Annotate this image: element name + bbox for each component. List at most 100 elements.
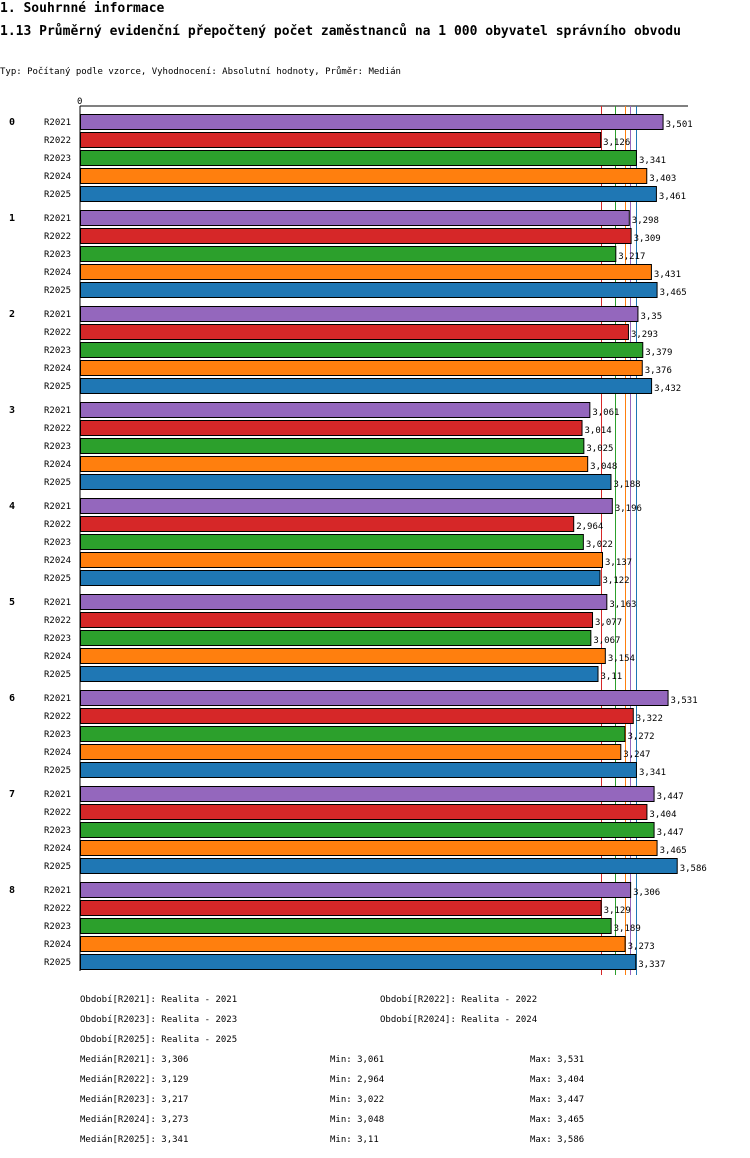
bar bbox=[80, 708, 634, 724]
bar bbox=[80, 210, 630, 226]
data-label: 2,964 bbox=[576, 522, 603, 532]
x-axis-zero-label: 0 bbox=[77, 97, 82, 107]
data-label: 3,014 bbox=[585, 426, 612, 436]
series-label: R2023 bbox=[44, 922, 71, 932]
bar bbox=[80, 744, 622, 760]
series-label: R2022 bbox=[44, 232, 71, 242]
bar bbox=[80, 534, 584, 550]
bar bbox=[80, 552, 603, 568]
data-label: 3,247 bbox=[623, 750, 650, 760]
legend-period-r2023: Období[R2023]: Realita - 2023 bbox=[80, 1015, 238, 1025]
data-label: 3,376 bbox=[645, 366, 672, 376]
max-r2022: Max: 3,404 bbox=[530, 1075, 585, 1085]
data-label: 3,531 bbox=[671, 696, 698, 706]
bar bbox=[80, 474, 612, 490]
chart-title: 1.13 Průměrný evidenční přepočtený počet… bbox=[0, 24, 681, 39]
data-label: 3,586 bbox=[680, 864, 707, 874]
series-label: R2024 bbox=[44, 748, 71, 758]
median-r2024: Medián[R2024]: 3,273 bbox=[80, 1115, 189, 1125]
group-label: 5 bbox=[9, 597, 15, 608]
bar bbox=[80, 324, 629, 340]
series-label: R2021 bbox=[44, 214, 71, 224]
bar bbox=[80, 342, 644, 358]
series-label: R2022 bbox=[44, 808, 71, 818]
bar bbox=[80, 690, 669, 706]
bar bbox=[80, 516, 575, 532]
min-r2022: Min: 2,964 bbox=[330, 1075, 385, 1085]
series-label: R2025 bbox=[44, 670, 71, 680]
series-label: R2021 bbox=[44, 118, 71, 128]
group-label: 0 bbox=[9, 117, 15, 128]
series-label: R2023 bbox=[44, 250, 71, 260]
data-label: 3,022 bbox=[586, 540, 613, 550]
series-label: R2024 bbox=[44, 268, 71, 278]
data-label: 3,431 bbox=[654, 270, 681, 280]
series-label: R2021 bbox=[44, 790, 71, 800]
group-label: 3 bbox=[9, 405, 15, 416]
series-label: R2022 bbox=[44, 328, 71, 338]
data-label: 3,061 bbox=[592, 408, 619, 418]
series-label: R2022 bbox=[44, 712, 71, 722]
bar bbox=[80, 954, 637, 970]
bar bbox=[80, 402, 591, 418]
max-r2021: Max: 3,531 bbox=[530, 1055, 585, 1065]
max-r2023: Max: 3,447 bbox=[530, 1095, 585, 1105]
min-r2024: Min: 3,048 bbox=[330, 1115, 385, 1125]
chart-subtitle: Typ: Počítaný podle vzorce, Vyhodnocení:… bbox=[0, 67, 401, 77]
series-label: R2024 bbox=[44, 844, 71, 854]
data-label: 3,403 bbox=[649, 174, 676, 184]
data-label: 3,122 bbox=[603, 576, 630, 586]
series-label: R2022 bbox=[44, 136, 71, 146]
data-label: 3,189 bbox=[614, 924, 641, 934]
bar bbox=[80, 762, 637, 778]
min-r2023: Min: 3,022 bbox=[330, 1095, 385, 1105]
data-label: 3,341 bbox=[639, 768, 666, 778]
series-label: R2023 bbox=[44, 154, 71, 164]
median-r2021: Medián[R2021]: 3,306 bbox=[80, 1055, 189, 1065]
bar bbox=[80, 882, 632, 898]
data-label: 3,154 bbox=[608, 654, 635, 664]
bar bbox=[80, 498, 613, 514]
series-label: R2021 bbox=[44, 406, 71, 416]
series-label: R2025 bbox=[44, 478, 71, 488]
series-label: R2021 bbox=[44, 598, 71, 608]
data-label: 3,447 bbox=[657, 828, 684, 838]
data-label: 3,432 bbox=[654, 384, 681, 394]
group-label: 2 bbox=[9, 309, 15, 320]
data-label: 3,293 bbox=[631, 330, 658, 340]
bar bbox=[80, 840, 658, 856]
data-label: 3,341 bbox=[639, 156, 666, 166]
series-label: R2023 bbox=[44, 538, 71, 548]
data-label: 3,309 bbox=[634, 234, 661, 244]
bar bbox=[80, 246, 617, 262]
bar bbox=[80, 438, 585, 454]
data-label: 3,465 bbox=[660, 288, 687, 298]
data-label: 3,298 bbox=[632, 216, 659, 226]
bar bbox=[80, 666, 599, 682]
series-label: R2021 bbox=[44, 694, 71, 704]
data-label: 3,196 bbox=[615, 504, 642, 514]
data-label: 3,447 bbox=[657, 792, 684, 802]
series-label: R2024 bbox=[44, 460, 71, 470]
median-r2023: Medián[R2023]: 3,217 bbox=[80, 1095, 189, 1105]
bar bbox=[80, 804, 648, 820]
group-label: 4 bbox=[9, 501, 15, 512]
series-label: R2024 bbox=[44, 652, 71, 662]
min-r2021: Min: 3,061 bbox=[330, 1055, 385, 1065]
data-label: 3,272 bbox=[627, 732, 654, 742]
data-label: 3,129 bbox=[604, 906, 631, 916]
series-label: R2023 bbox=[44, 346, 71, 356]
bar bbox=[80, 264, 652, 280]
bar bbox=[80, 168, 648, 184]
data-label: 3,188 bbox=[613, 480, 640, 490]
data-label: 3,501 bbox=[666, 120, 693, 130]
bar bbox=[80, 630, 592, 646]
bar bbox=[80, 132, 602, 148]
series-label: R2023 bbox=[44, 826, 71, 836]
series-label: R2023 bbox=[44, 634, 71, 644]
legend-period-r2021: Období[R2021]: Realita - 2021 bbox=[80, 995, 238, 1005]
series-label: R2025 bbox=[44, 382, 71, 392]
bar bbox=[80, 936, 626, 952]
bar bbox=[80, 822, 655, 838]
bar bbox=[80, 726, 626, 742]
